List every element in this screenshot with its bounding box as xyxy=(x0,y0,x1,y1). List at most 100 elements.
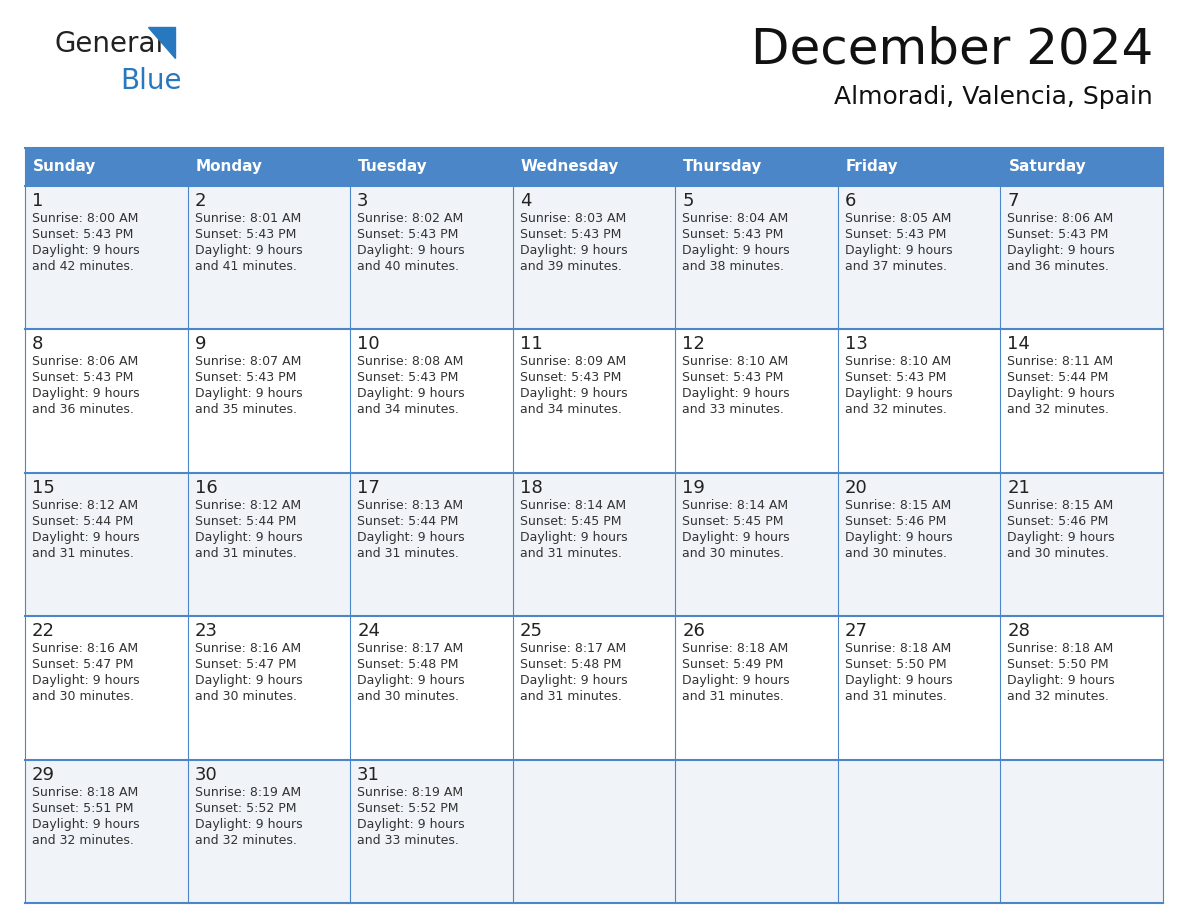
Text: and 36 minutes.: and 36 minutes. xyxy=(1007,260,1110,273)
Text: Daylight: 9 hours: Daylight: 9 hours xyxy=(32,387,140,400)
Text: 20: 20 xyxy=(845,479,867,497)
Text: 10: 10 xyxy=(358,335,380,353)
Text: Thursday: Thursday xyxy=(683,160,763,174)
Text: Sunrise: 8:19 AM: Sunrise: 8:19 AM xyxy=(358,786,463,799)
Text: Daylight: 9 hours: Daylight: 9 hours xyxy=(195,818,302,831)
Text: Sunrise: 8:06 AM: Sunrise: 8:06 AM xyxy=(32,355,138,368)
Text: and 30 minutes.: and 30 minutes. xyxy=(358,690,459,703)
Text: Daylight: 9 hours: Daylight: 9 hours xyxy=(845,674,953,688)
Text: and 31 minutes.: and 31 minutes. xyxy=(682,690,784,703)
Text: Sunrise: 8:01 AM: Sunrise: 8:01 AM xyxy=(195,212,301,225)
Text: Sunrise: 8:13 AM: Sunrise: 8:13 AM xyxy=(358,498,463,512)
Text: Daylight: 9 hours: Daylight: 9 hours xyxy=(358,531,465,543)
Text: Sunrise: 8:16 AM: Sunrise: 8:16 AM xyxy=(195,643,301,655)
Text: Daylight: 9 hours: Daylight: 9 hours xyxy=(682,674,790,688)
Text: Sunset: 5:43 PM: Sunset: 5:43 PM xyxy=(32,228,133,241)
Text: Sunrise: 8:17 AM: Sunrise: 8:17 AM xyxy=(358,643,463,655)
Bar xyxy=(25,473,1163,616)
Text: Daylight: 9 hours: Daylight: 9 hours xyxy=(1007,674,1116,688)
Text: 12: 12 xyxy=(682,335,706,353)
Text: Sunset: 5:43 PM: Sunset: 5:43 PM xyxy=(682,228,784,241)
Text: Sunset: 5:43 PM: Sunset: 5:43 PM xyxy=(1007,228,1108,241)
Text: and 31 minutes.: and 31 minutes. xyxy=(519,547,621,560)
Text: and 31 minutes.: and 31 minutes. xyxy=(195,547,297,560)
Text: Sunset: 5:47 PM: Sunset: 5:47 PM xyxy=(195,658,296,671)
Text: and 33 minutes.: and 33 minutes. xyxy=(358,834,459,846)
Text: Daylight: 9 hours: Daylight: 9 hours xyxy=(195,244,302,257)
Text: and 31 minutes.: and 31 minutes. xyxy=(358,547,459,560)
Text: Almoradi, Valencia, Spain: Almoradi, Valencia, Spain xyxy=(834,85,1154,109)
Text: Sunrise: 8:08 AM: Sunrise: 8:08 AM xyxy=(358,355,463,368)
Text: Sunrise: 8:10 AM: Sunrise: 8:10 AM xyxy=(682,355,789,368)
Text: and 33 minutes.: and 33 minutes. xyxy=(682,403,784,417)
Text: 4: 4 xyxy=(519,192,531,210)
Bar xyxy=(25,186,1163,330)
Text: Daylight: 9 hours: Daylight: 9 hours xyxy=(682,531,790,543)
Text: Sunrise: 8:12 AM: Sunrise: 8:12 AM xyxy=(195,498,301,512)
Text: and 30 minutes.: and 30 minutes. xyxy=(1007,547,1110,560)
Text: Sunrise: 8:15 AM: Sunrise: 8:15 AM xyxy=(1007,498,1113,512)
Text: Sunset: 5:44 PM: Sunset: 5:44 PM xyxy=(1007,372,1108,385)
Bar xyxy=(1000,148,1163,186)
Text: and 35 minutes.: and 35 minutes. xyxy=(195,403,297,417)
Text: Daylight: 9 hours: Daylight: 9 hours xyxy=(195,674,302,688)
Text: Sunrise: 8:02 AM: Sunrise: 8:02 AM xyxy=(358,212,463,225)
Text: Sunrise: 8:14 AM: Sunrise: 8:14 AM xyxy=(682,498,789,512)
Text: 5: 5 xyxy=(682,192,694,210)
Text: and 32 minutes.: and 32 minutes. xyxy=(32,834,134,846)
Text: Sunrise: 8:00 AM: Sunrise: 8:00 AM xyxy=(32,212,138,225)
Text: and 39 minutes.: and 39 minutes. xyxy=(519,260,621,273)
Text: Daylight: 9 hours: Daylight: 9 hours xyxy=(358,818,465,831)
Text: Sunset: 5:50 PM: Sunset: 5:50 PM xyxy=(845,658,947,671)
Bar xyxy=(188,148,350,186)
Text: Sunset: 5:49 PM: Sunset: 5:49 PM xyxy=(682,658,784,671)
Text: 11: 11 xyxy=(519,335,543,353)
Text: Sunset: 5:43 PM: Sunset: 5:43 PM xyxy=(845,372,946,385)
Text: Daylight: 9 hours: Daylight: 9 hours xyxy=(358,387,465,400)
Text: Daylight: 9 hours: Daylight: 9 hours xyxy=(32,674,140,688)
Text: 21: 21 xyxy=(1007,479,1030,497)
Text: Sunset: 5:51 PM: Sunset: 5:51 PM xyxy=(32,801,133,814)
Text: 19: 19 xyxy=(682,479,706,497)
Text: Sunset: 5:45 PM: Sunset: 5:45 PM xyxy=(682,515,784,528)
Text: Daylight: 9 hours: Daylight: 9 hours xyxy=(519,387,627,400)
Bar xyxy=(675,148,838,186)
Text: and 42 minutes.: and 42 minutes. xyxy=(32,260,134,273)
Text: Sunset: 5:44 PM: Sunset: 5:44 PM xyxy=(195,515,296,528)
Text: and 32 minutes.: and 32 minutes. xyxy=(845,403,947,417)
Text: 14: 14 xyxy=(1007,335,1030,353)
Text: Sunset: 5:43 PM: Sunset: 5:43 PM xyxy=(358,228,459,241)
Text: Daylight: 9 hours: Daylight: 9 hours xyxy=(195,531,302,543)
Bar xyxy=(838,148,1000,186)
Text: 25: 25 xyxy=(519,622,543,640)
Text: Sunrise: 8:05 AM: Sunrise: 8:05 AM xyxy=(845,212,952,225)
Text: 31: 31 xyxy=(358,766,380,784)
Text: Sunset: 5:43 PM: Sunset: 5:43 PM xyxy=(519,372,621,385)
Text: and 41 minutes.: and 41 minutes. xyxy=(195,260,297,273)
Text: 2: 2 xyxy=(195,192,206,210)
Text: Sunrise: 8:18 AM: Sunrise: 8:18 AM xyxy=(1007,643,1113,655)
Text: 7: 7 xyxy=(1007,192,1019,210)
Text: 27: 27 xyxy=(845,622,868,640)
Text: and 38 minutes.: and 38 minutes. xyxy=(682,260,784,273)
Text: Sunrise: 8:18 AM: Sunrise: 8:18 AM xyxy=(845,643,952,655)
Text: Sunrise: 8:09 AM: Sunrise: 8:09 AM xyxy=(519,355,626,368)
Bar xyxy=(25,148,188,186)
Text: Daylight: 9 hours: Daylight: 9 hours xyxy=(519,244,627,257)
Text: Sunset: 5:48 PM: Sunset: 5:48 PM xyxy=(358,658,459,671)
Text: Sunrise: 8:16 AM: Sunrise: 8:16 AM xyxy=(32,643,138,655)
Text: and 32 minutes.: and 32 minutes. xyxy=(195,834,297,846)
Text: Daylight: 9 hours: Daylight: 9 hours xyxy=(32,531,140,543)
Text: Sunset: 5:47 PM: Sunset: 5:47 PM xyxy=(32,658,133,671)
Text: and 30 minutes.: and 30 minutes. xyxy=(195,690,297,703)
Text: and 31 minutes.: and 31 minutes. xyxy=(845,690,947,703)
Text: Blue: Blue xyxy=(120,67,182,95)
Text: Sunset: 5:52 PM: Sunset: 5:52 PM xyxy=(358,801,459,814)
Text: Sunset: 5:50 PM: Sunset: 5:50 PM xyxy=(1007,658,1110,671)
Text: Sunset: 5:43 PM: Sunset: 5:43 PM xyxy=(845,228,946,241)
Text: Sunrise: 8:18 AM: Sunrise: 8:18 AM xyxy=(682,643,789,655)
Text: 9: 9 xyxy=(195,335,206,353)
Text: and 32 minutes.: and 32 minutes. xyxy=(1007,690,1110,703)
Text: and 34 minutes.: and 34 minutes. xyxy=(519,403,621,417)
Text: Sunset: 5:45 PM: Sunset: 5:45 PM xyxy=(519,515,621,528)
